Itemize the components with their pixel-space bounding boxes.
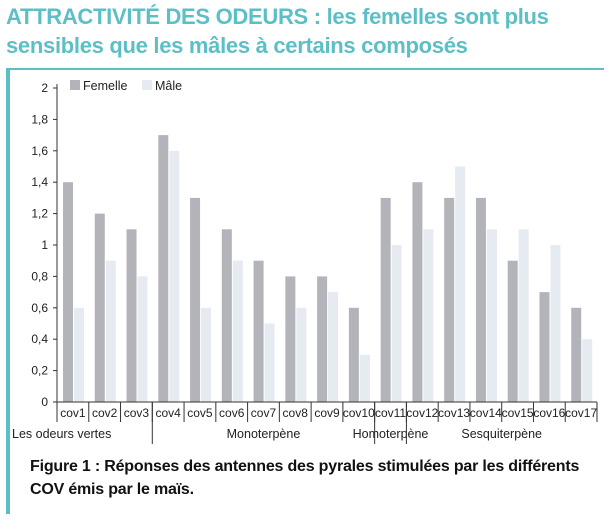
x-tick-label: cov7 [251,406,277,420]
bar-cov7-male [264,323,275,402]
bar-cov11-femelle [380,197,391,402]
bar-cov15-femelle [507,260,518,402]
bar-cov4-femelle [158,135,169,402]
bar-cov17-male [582,339,593,402]
bar-cov6-femelle [221,229,232,402]
x-tick-label: cov16 [533,406,565,420]
bar-cov9-male [328,292,339,402]
bar-cov1-femelle [63,182,73,402]
bar-cov16-male [550,245,561,402]
x-tick-label: cov3 [124,406,150,420]
chart-title: ATTRACTIVITÉ DES ODEURS : les femelles s… [6,4,549,58]
x-tick-label: cov4 [155,406,181,420]
bar-cov5-femelle [190,197,201,402]
x-tick-label: cov8 [283,406,309,420]
y-tick-label: 1,6 [31,144,48,158]
bar-cov8-male [296,307,307,402]
figure-caption: Figure 1 : Réponses des antennes des pyr… [30,458,580,498]
bar-cov1-male [74,307,84,402]
bar-cov6-male [232,260,243,402]
bar-cov14-male [486,229,497,402]
bar-cov17-femelle [571,307,582,402]
x-tick-label: cov13 [438,406,470,420]
group-label: Monoterpène [227,427,301,441]
y-tick-label: 0,8 [31,269,48,283]
bar-cov3-femelle [126,229,137,402]
y-tick-label: 0,2 [31,364,48,378]
bar-cov4-male [169,150,180,402]
bar-cov5-male [201,307,212,402]
group-label: Les odeurs vertes [12,427,111,441]
bar-cov8-femelle [285,276,296,402]
bar-cov9-femelle [317,276,328,402]
bar-cov15-male [518,229,529,402]
bar-cov10-male [359,354,370,402]
bar-cov7-femelle [253,260,264,402]
bar-cov14-femelle [475,197,486,402]
bar-cov12-femelle [412,182,423,402]
y-tick-label: 0,6 [31,301,48,315]
x-tick-label: cov14 [470,406,502,420]
group-label: Homoterpène [353,427,429,441]
y-tick-label: 1 [41,238,48,252]
x-tick-label: cov2 [92,406,118,420]
y-tick-label: 2 [41,81,48,95]
x-tick-label: cov15 [502,406,534,420]
bar-cov16-femelle [539,292,550,402]
y-tick-label: 1,4 [31,175,48,189]
bar-cov2-male [105,260,116,402]
x-tick-label: cov10 [343,406,375,420]
y-tick-label: 0,4 [31,332,48,346]
x-tick-label: cov17 [565,406,597,420]
bar-cov10-femelle [348,307,359,402]
y-tick-label: 1,8 [31,112,48,126]
legend-swatch [142,80,152,90]
figure-frame: 0 0,2 0,4 0,6 0,8 1 1,2 1,4 1,6 1,8 2 cov1 cov2 cov3 c… [6,68,604,514]
bar-cov13-femelle [444,197,455,402]
bar-cov2-femelle [94,213,105,402]
legend-label: Femelle [83,79,128,93]
x-tick-label: cov1 [60,406,86,420]
bar-cov12-male [423,229,434,402]
x-tick-label: cov6 [219,406,245,420]
legend-label: Mâle [155,79,182,93]
bar-cov3-male [137,276,148,402]
x-tick-label: cov9 [314,406,340,420]
y-tick-label: 1,2 [31,207,48,221]
x-tick-label: cov12 [406,406,438,420]
x-tick-label: cov11 [375,406,406,420]
bar-cov11-male [391,245,402,402]
y-tick-label: 0 [41,395,48,409]
bar-cov13-male [455,166,466,402]
legend-swatch [70,80,80,90]
bar-chart: 0 0,2 0,4 0,6 0,8 1 1,2 1,4 1,6 1,8 2 cov1 cov2 cov3 c… [12,79,598,444]
x-tick-label: cov5 [187,406,213,420]
group-label: Sesquiterpène [461,427,542,441]
